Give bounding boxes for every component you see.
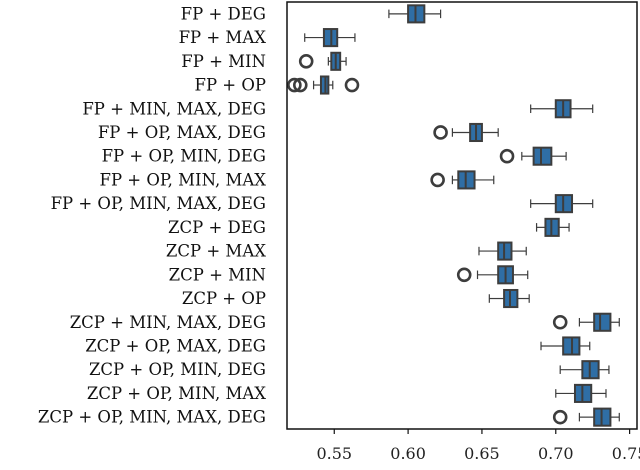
outlier-point [344,77,360,93]
category-label: FP + OP [195,76,267,95]
box-group [499,146,567,166]
box-group [304,28,356,48]
box-group [530,194,594,214]
x-tick-label: 0.70 [538,444,574,463]
x-tick-label: 0.55 [316,444,352,463]
x-tick-label: 0.75 [612,444,640,463]
outlier-point [287,77,302,93]
box-group [552,312,620,332]
x-tick-label: 0.65 [464,444,500,463]
category-label: ZCP + MIN, MAX, DEG [70,313,266,332]
box-group [287,75,360,95]
box-group [430,170,495,190]
outlier-point [499,148,515,164]
box-group [388,4,442,24]
outlier-point [433,125,448,140]
box-group [530,99,594,119]
outlier-point [456,267,472,283]
outlier-point [552,314,568,330]
category-label: FP + MIN [181,52,266,71]
category-label: ZCP + OP [182,289,266,308]
category-label: FP + OP, MIN, MAX, DEG [51,194,266,213]
box-group [535,217,570,237]
category-label: FP + OP, MIN, DEG [102,147,266,166]
category-label: ZCP + OP, MIN, DEG [89,360,266,379]
outlier-point [298,54,314,69]
box-group [456,265,529,285]
box-group [552,407,620,427]
category-label: ZCP + MIN [169,265,266,284]
box-group [298,51,347,71]
outlier-point [552,409,568,425]
category-label: ZCP + DEG [168,218,266,237]
x-tick-label: 0.60 [390,444,426,463]
iqr-box [593,312,612,332]
outlier-point [430,172,445,188]
box-group [559,360,610,380]
outlier-point [292,77,308,93]
category-label: ZCP + MAX [166,242,266,261]
category-labels: FP + DEG FP + MAX FP + MIN FP + OP FP + MIN,… [38,4,266,426]
box-group [488,288,530,309]
box-group [540,336,591,356]
iqr-box [532,146,553,166]
x-axis: 0.55 0.60 0.65 0.70 0.75 [316,429,640,463]
category-label: ZCP + OP, MIN, MAX [87,384,266,403]
category-label: FP + OP, MIN, MAX [100,170,267,189]
category-label: FP + MIN, MAX, DEG [82,99,266,118]
category-label: ZCP + OP, MAX, DEG [85,336,266,355]
boxes [287,4,620,427]
box-group [555,383,607,403]
box-group [433,122,499,143]
plot-frame [286,1,638,430]
box-group [478,241,527,261]
category-label: FP + OP, MAX, DEG [98,123,266,142]
category-label: FP + MAX [179,28,267,47]
category-label: ZCP + OP, MIN, MAX, DEG [38,408,266,427]
category-label: FP + DEG [181,4,266,23]
